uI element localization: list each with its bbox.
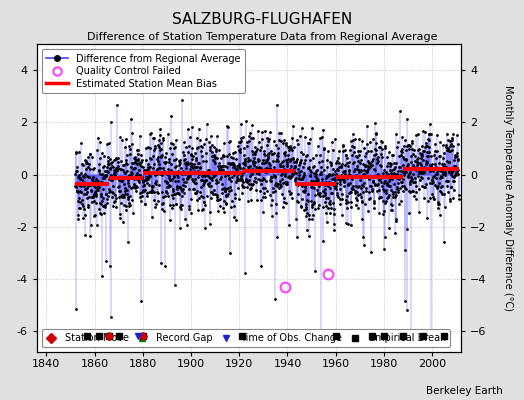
Text: Berkeley Earth: Berkeley Earth	[427, 386, 503, 396]
Text: Difference of Station Temperature Data from Regional Average: Difference of Station Temperature Data f…	[87, 32, 437, 42]
Y-axis label: Monthly Temperature Anomaly Difference (°C): Monthly Temperature Anomaly Difference (…	[504, 85, 514, 311]
Text: SALZBURG-FLUGHAFEN: SALZBURG-FLUGHAFEN	[172, 12, 352, 27]
Legend: Station Move, Record Gap, Time of Obs. Change, Empirical Break: Station Move, Record Gap, Time of Obs. C…	[41, 329, 450, 347]
